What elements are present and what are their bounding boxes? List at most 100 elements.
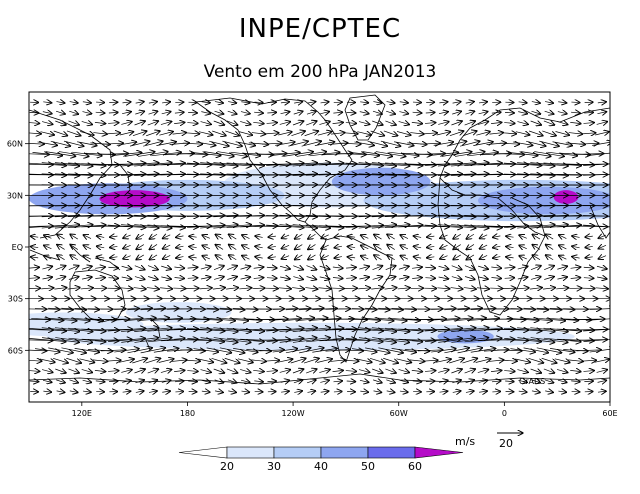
- wind-vector: [347, 236, 356, 237]
- wind-vector: [332, 122, 344, 123]
- wind-vector: [70, 255, 78, 260]
- wind-vector: [140, 308, 166, 310]
- wind-vector: [358, 122, 370, 125]
- wind-vector: [186, 163, 225, 165]
- wind-vector: [424, 163, 463, 165]
- wind-vector: [56, 380, 65, 383]
- wind-vector: [242, 235, 250, 239]
- wind-vector: [53, 130, 68, 136]
- wind-vector: [596, 370, 608, 373]
- wind-vector: [436, 132, 451, 135]
- wind-vector: [398, 266, 409, 269]
- wind-vector: [134, 224, 172, 229]
- wind-vector: [186, 225, 225, 227]
- wind-vector: [536, 308, 562, 310]
- colorbar-level-label: 40: [314, 460, 328, 473]
- wind-vector: [277, 359, 293, 362]
- wind-vector: [470, 348, 496, 353]
- jet-core-shade: [46, 322, 575, 351]
- wind-vector: [319, 121, 330, 124]
- wind-vector: [200, 174, 238, 176]
- wind-vector: [68, 225, 106, 228]
- wind-vector: [201, 380, 210, 382]
- wind-vector: [506, 257, 514, 258]
- wind-vector: [464, 328, 502, 331]
- wind-vector: [148, 102, 157, 104]
- wind-vector: [411, 122, 423, 123]
- wind-vector: [228, 391, 236, 393]
- wind-vector: [516, 288, 529, 289]
- wind-vector: [187, 337, 224, 341]
- wind-vector: [193, 348, 218, 352]
- wind-vector: [373, 391, 382, 393]
- wind-vector: [341, 143, 361, 144]
- wind-vector: [357, 132, 371, 135]
- wind-vector: [371, 174, 410, 176]
- wind-vector: [530, 225, 568, 229]
- wind-vector: [530, 121, 542, 125]
- wind-vector: [108, 267, 118, 268]
- wind-vector: [539, 140, 559, 146]
- wind-vector: [411, 339, 449, 340]
- wind-vector: [123, 245, 131, 248]
- wind-vector: [542, 130, 556, 136]
- wind-vector: [479, 391, 487, 392]
- wind-vector: [69, 391, 78, 393]
- wind-vector: [44, 318, 76, 321]
- wind-vector: [226, 337, 264, 342]
- wind-vector: [153, 308, 179, 309]
- wind-vector: [147, 328, 185, 331]
- wind-vector: [321, 245, 329, 249]
- wind-vector: [186, 174, 225, 175]
- wind-vector: [253, 339, 290, 340]
- wind-vector: [449, 131, 464, 137]
- wind-vector: [162, 255, 171, 259]
- wind-vector: [54, 327, 93, 332]
- wind-vector: [136, 245, 145, 250]
- wind-vector: [206, 347, 232, 353]
- wind-vector: [264, 360, 279, 361]
- wind-vector: [29, 371, 40, 372]
- wind-vector: [306, 266, 316, 270]
- wind-vector: [371, 215, 410, 217]
- wind-vector: [156, 142, 176, 146]
- wind-vector: [41, 162, 80, 166]
- wind-vector: [375, 151, 406, 157]
- lon-tick-label: 120W: [281, 409, 304, 418]
- wind-vector: [515, 359, 530, 362]
- wind-vector: [212, 130, 226, 136]
- wind-vector: [226, 369, 238, 373]
- reference-value: 20: [499, 437, 513, 450]
- wind-vector: [201, 112, 210, 114]
- wind-vector: [400, 235, 409, 239]
- wind-vector: [308, 234, 316, 239]
- wind-vector: [138, 152, 168, 157]
- wind-vector: [597, 380, 607, 382]
- wind-vector: [229, 318, 261, 320]
- wind-vector: [425, 381, 435, 382]
- wind-vector: [29, 319, 50, 320]
- wind-vector: [346, 381, 356, 382]
- wind-vector: [425, 123, 436, 124]
- wind-vector: [398, 339, 436, 341]
- lat-tick-label: 30S: [8, 295, 23, 304]
- wind-vector: [226, 163, 265, 166]
- wind-vector: [101, 350, 126, 351]
- wind-vector: [330, 133, 345, 135]
- wind-vector: [503, 174, 542, 175]
- wind-vector: [29, 225, 67, 227]
- wind-vector: [222, 140, 242, 146]
- wind-vector: [233, 348, 258, 352]
- wind-vector: [147, 266, 158, 270]
- wind-vector: [29, 153, 49, 154]
- wind-vector: [453, 318, 486, 321]
- wind-vector: [478, 112, 488, 114]
- wind-vector: [213, 121, 225, 125]
- wind-vector: [424, 225, 463, 227]
- wind-vector: [477, 369, 489, 372]
- wind-vector: [149, 234, 158, 239]
- wind-vector: [413, 236, 422, 238]
- wind-vector: [552, 141, 573, 146]
- wind-vector: [583, 224, 610, 228]
- wind-vector: [279, 266, 290, 269]
